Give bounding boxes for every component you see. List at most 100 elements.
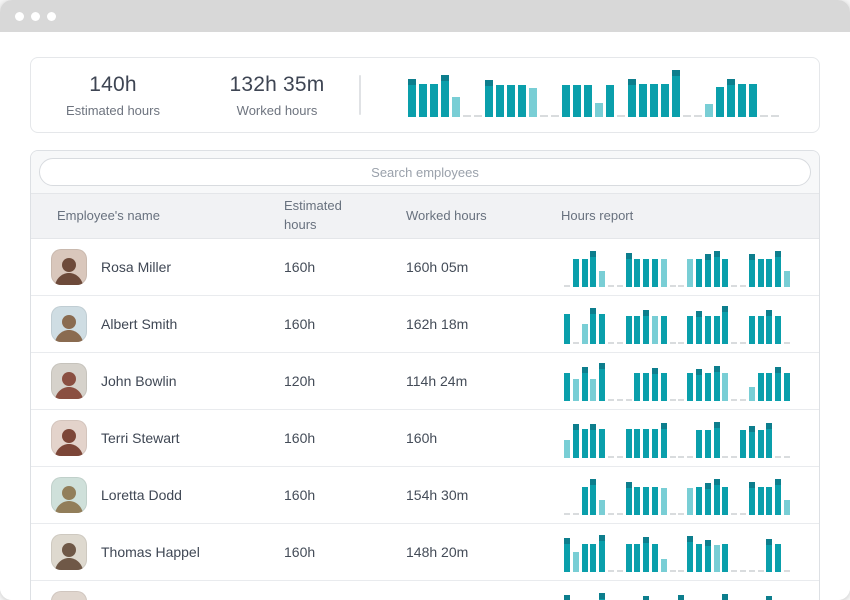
hours-bar <box>766 259 772 287</box>
no-hours-dash <box>678 285 684 287</box>
search-bar <box>31 151 819 193</box>
hours-bar <box>590 251 596 287</box>
hours-bar <box>775 316 781 344</box>
hours-bar <box>599 500 605 515</box>
hours-bar <box>584 85 592 117</box>
hours-bar <box>643 487 649 515</box>
hours-bar <box>678 595 684 600</box>
employee-name-cell: Thomas Happel <box>31 534 284 570</box>
no-hours-dash <box>694 115 702 117</box>
hours-bar <box>696 430 702 458</box>
hours-bar <box>652 368 658 401</box>
hours-bar <box>643 596 649 600</box>
hours-bar <box>696 544 702 572</box>
hours-bar <box>573 552 579 572</box>
avatar <box>51 306 87 342</box>
hours-bar <box>564 314 570 344</box>
table-row[interactable]: Terri Stewart 160h 160h <box>31 410 819 467</box>
no-hours-dash <box>722 456 728 458</box>
hours-bar <box>784 500 790 515</box>
no-hours-dash <box>608 456 614 458</box>
hours-bar <box>687 488 693 515</box>
employee-name: John Bowlin <box>101 373 177 389</box>
hours-bar <box>507 85 515 117</box>
person-icon <box>51 369 87 399</box>
window-control-dot[interactable] <box>31 12 40 21</box>
hours-bar <box>582 487 588 515</box>
hours-bar <box>758 316 764 344</box>
no-hours-dash <box>740 513 746 515</box>
hours-bar <box>652 487 658 515</box>
no-hours-dash <box>740 285 746 287</box>
hours-bar <box>430 84 438 117</box>
hours-bar <box>705 104 713 117</box>
estimated-hours-cell: 120h <box>284 373 406 389</box>
hours-bar <box>564 538 570 572</box>
hours-bar <box>705 254 711 287</box>
hours-bar <box>590 424 596 458</box>
hours-report-chart <box>561 245 819 287</box>
hours-bar <box>634 316 640 344</box>
hours-bar <box>643 310 649 344</box>
search-input[interactable] <box>39 158 811 186</box>
worked-hours-stat: 132h 35m Worked hours <box>195 73 359 118</box>
hours-bar <box>705 430 711 458</box>
hours-bar <box>661 84 669 117</box>
employee-name: Albert Smith <box>101 316 177 332</box>
hours-bar <box>599 593 605 600</box>
table-row[interactable]: Albert Smith 160h 162h 18m <box>31 296 819 353</box>
estimated-hours-value: 140h <box>31 73 195 97</box>
avatar <box>51 534 87 570</box>
table-row[interactable]: Rosa Miller 160h 160h 05m <box>31 239 819 296</box>
hours-bar <box>766 310 772 344</box>
hours-bar <box>562 85 570 117</box>
no-hours-dash <box>683 115 691 117</box>
estimated-hours-label: Estimated hours <box>31 103 195 118</box>
no-hours-dash <box>678 513 684 515</box>
no-hours-dash <box>731 570 737 572</box>
estimated-hours-cell: 160h <box>284 259 406 275</box>
hours-bar <box>626 544 632 572</box>
hours-bar <box>564 440 570 458</box>
hours-bar <box>722 544 728 572</box>
hours-bar <box>722 487 728 515</box>
hours-bar <box>626 482 632 515</box>
no-hours-dash <box>740 342 746 344</box>
table-row[interactable]: Loretta Dodd 160h 154h 30m <box>31 467 819 524</box>
hours-bar <box>687 373 693 401</box>
avatar <box>51 249 87 285</box>
no-hours-dash <box>731 399 737 401</box>
hours-bar <box>599 271 605 287</box>
hours-bar <box>775 367 781 401</box>
no-hours-dash <box>670 513 676 515</box>
hours-bar <box>518 85 526 117</box>
app-window: 140h Estimated hours 132h 35m Worked hou… <box>0 0 850 600</box>
table-row[interactable]: John Bowlin 120h 114h 24m <box>31 353 819 410</box>
page-content: 140h Estimated hours 132h 35m Worked hou… <box>0 57 850 600</box>
hours-bar <box>705 316 711 344</box>
window-control-dot[interactable] <box>15 12 24 21</box>
hours-bar <box>582 544 588 572</box>
hours-bar <box>716 87 724 117</box>
person-icon <box>51 483 87 513</box>
hours-bar <box>766 596 772 600</box>
hours-report-chart <box>561 473 819 515</box>
hours-bar <box>740 430 746 458</box>
hours-bar <box>595 103 603 117</box>
hours-bar <box>626 253 632 287</box>
no-hours-dash <box>670 399 676 401</box>
hours-bar <box>714 251 720 287</box>
no-hours-dash <box>573 513 579 515</box>
hours-bar <box>687 259 693 287</box>
no-hours-dash <box>731 456 737 458</box>
table-row[interactable] <box>31 581 819 600</box>
no-hours-dash <box>617 456 623 458</box>
table-row[interactable]: Thomas Happel 160h 148h 20m <box>31 524 819 581</box>
no-hours-dash <box>775 456 781 458</box>
hours-bar <box>599 314 605 344</box>
hours-report-chart <box>561 302 819 344</box>
hours-bar <box>766 487 772 515</box>
no-hours-dash <box>678 399 684 401</box>
hours-bar <box>705 373 711 401</box>
window-control-dot[interactable] <box>47 12 56 21</box>
